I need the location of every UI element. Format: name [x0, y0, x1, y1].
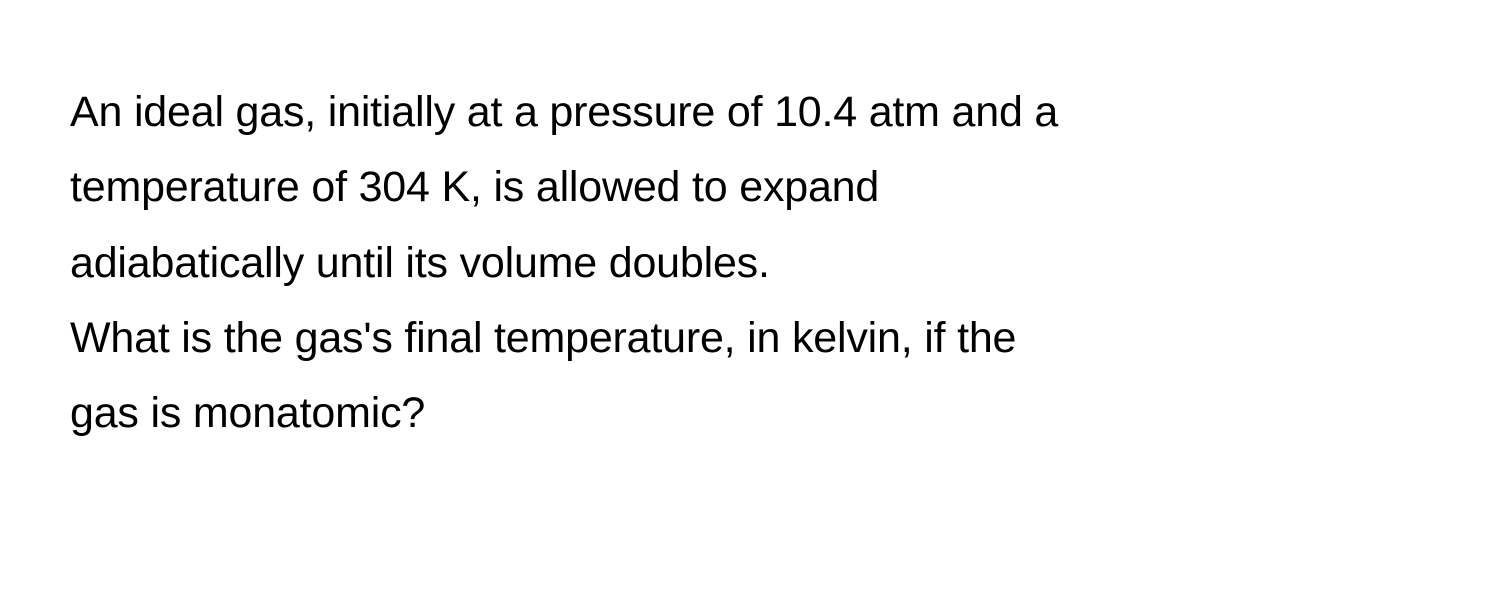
problem-line-5: gas is monatomic?: [70, 376, 1430, 451]
problem-statement: An ideal gas, initially at a pressure of…: [70, 75, 1430, 451]
problem-line-2: temperature of 304 K, is allowed to expa…: [70, 150, 1430, 225]
problem-line-4: What is the gas's final temperature, in …: [70, 301, 1430, 376]
problem-line-3: adiabatically until its volume doubles.: [70, 226, 1430, 301]
problem-line-1: An ideal gas, initially at a pressure of…: [70, 75, 1430, 150]
